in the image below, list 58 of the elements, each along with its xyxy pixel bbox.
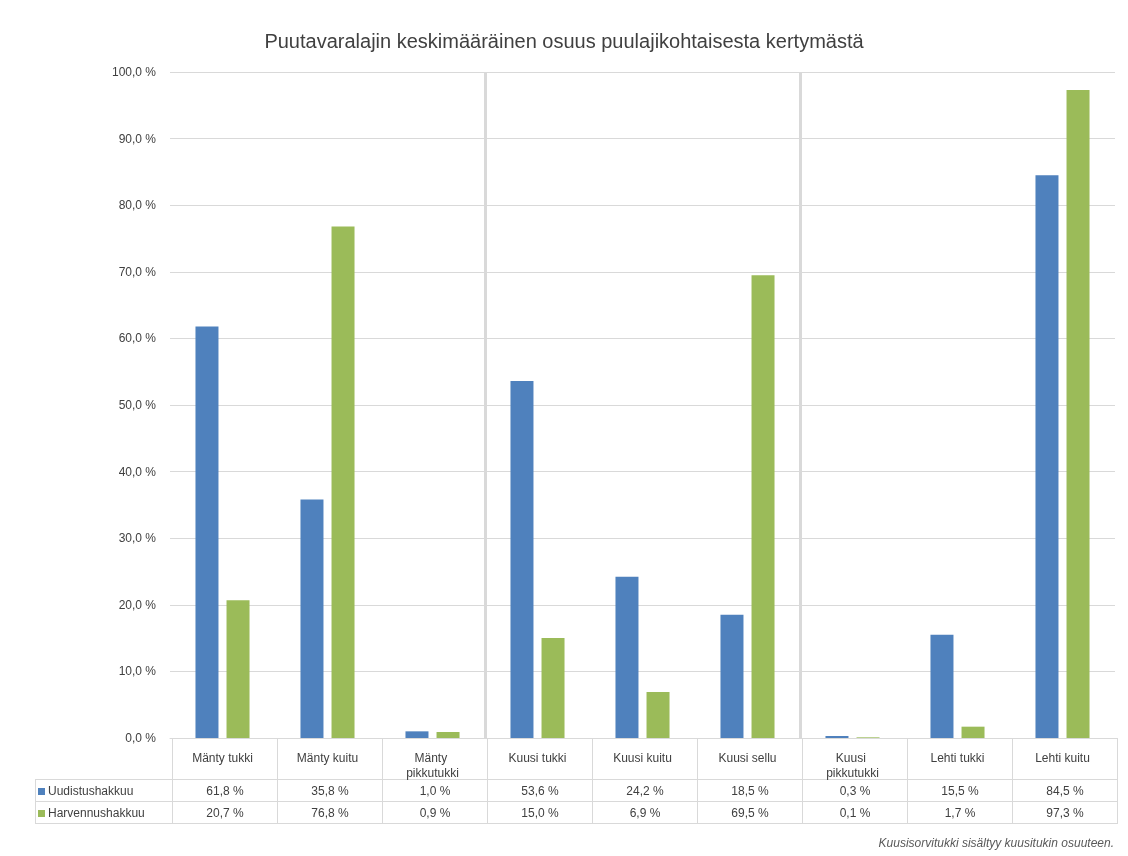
data-label: 15,0 % xyxy=(487,801,593,824)
data-label: 76,8 % xyxy=(277,801,383,824)
x-tick-label: Kuusi pikkutukki xyxy=(826,750,879,780)
y-tick-label: 70,0 % xyxy=(118,264,157,279)
x-tick-label: Lehti tukki xyxy=(930,750,985,765)
data-label: 1,7 % xyxy=(907,801,1013,824)
chart-title: Puutavaralajin keskimääräinen osuus puulajikohtaisesta kertymästä xyxy=(264,30,865,52)
bar xyxy=(1035,175,1059,738)
x-tick-label: Mänty tukki xyxy=(192,750,253,765)
x-tick-label: Kuusi tukki xyxy=(508,750,567,765)
bar xyxy=(615,576,639,738)
data-label: 61,8 % xyxy=(172,779,278,802)
bar xyxy=(751,275,775,738)
x-tick-label: Mänty pikkutukki xyxy=(406,750,459,780)
y-tick-label: 100,0 % xyxy=(111,65,157,79)
data-label: 0,3 % xyxy=(802,779,908,802)
y-tick-label: 10,0 % xyxy=(118,664,157,679)
data-label: 84,5 % xyxy=(1012,779,1118,802)
data-label: 0,9 % xyxy=(382,801,488,824)
bar xyxy=(331,226,355,738)
bar xyxy=(646,692,670,738)
data-label: 15,5 % xyxy=(907,779,1013,802)
y-tick-label: 20,0 % xyxy=(118,597,157,612)
bar xyxy=(930,634,954,738)
data-label: 53,6 % xyxy=(487,779,593,802)
y-tick-label: 40,0 % xyxy=(118,464,157,479)
x-tick-label: Mänty kuitu xyxy=(296,750,359,765)
y-tick-label: 60,0 % xyxy=(118,331,157,346)
data-label: 20,7 % xyxy=(172,801,278,824)
legend-label: Uudistushakkuu xyxy=(35,779,173,802)
data-label: 0,1 % xyxy=(802,801,908,824)
bar xyxy=(510,381,534,738)
data-label: 6,9 % xyxy=(592,801,698,824)
y-tick-label: 90,0 % xyxy=(118,131,157,146)
bar xyxy=(1066,89,1090,738)
bar xyxy=(436,732,460,738)
data-label: 69,5 % xyxy=(697,801,803,824)
y-tick-label: 30,0 % xyxy=(118,531,157,546)
y-tick-label: 80,0 % xyxy=(118,198,157,213)
bar xyxy=(541,638,565,738)
bar xyxy=(961,726,985,738)
bar xyxy=(405,731,429,738)
x-tick-label: Lehti kuitu xyxy=(1035,750,1090,765)
bar xyxy=(195,326,219,738)
legend-label: Harvennushakkuu xyxy=(35,801,173,824)
x-tick-label: Kuusi sellu xyxy=(718,750,777,765)
y-tick-label: 0,0 % xyxy=(125,731,157,745)
text: Kuusisorvitukki sisältyy kuusitukin osuuteen. xyxy=(878,836,1114,850)
data-label: 24,2 % xyxy=(592,779,698,802)
data-label: 18,5 % xyxy=(697,779,803,802)
x-tick-label: Kuusi kuitu xyxy=(613,750,672,765)
data-label: 35,8 % xyxy=(277,779,383,802)
bar xyxy=(720,614,744,738)
bar xyxy=(300,499,324,738)
data-label: 1,0 % xyxy=(382,779,488,802)
y-tick-label: 50,0 % xyxy=(118,398,157,412)
data-label: 97,3 % xyxy=(1012,801,1118,824)
bar xyxy=(226,600,250,738)
